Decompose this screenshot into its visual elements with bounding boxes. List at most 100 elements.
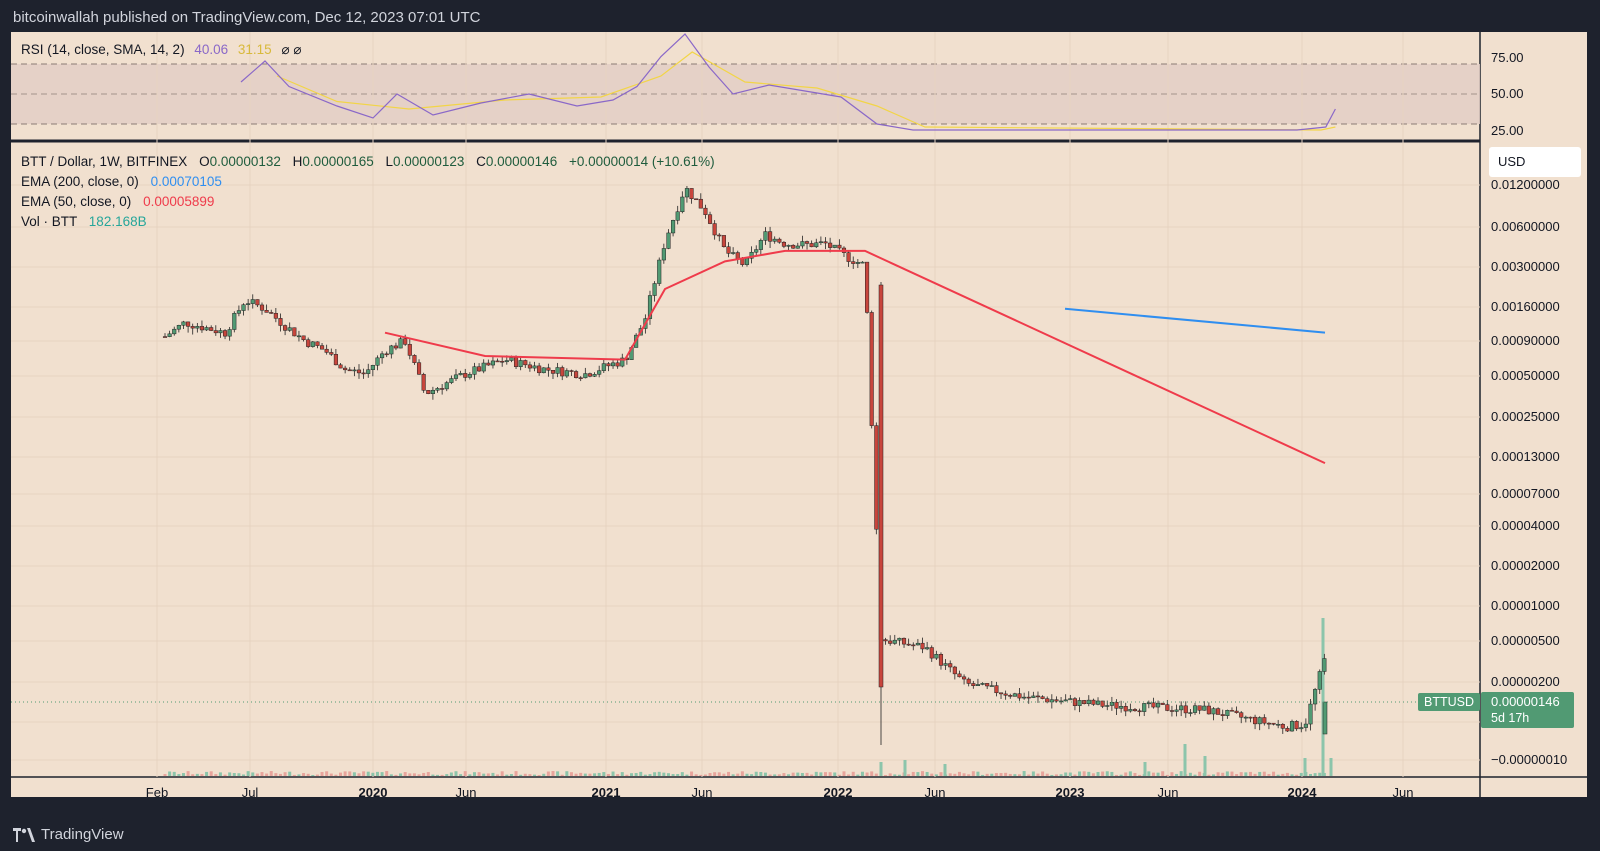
candle-body <box>1234 710 1239 713</box>
currency-selector[interactable]: USD <box>1489 147 1581 177</box>
candle-body <box>186 321 191 327</box>
volume-bar <box>426 772 430 776</box>
candle-body <box>846 252 851 262</box>
volume-bar <box>1115 774 1119 776</box>
candle-body <box>278 318 283 326</box>
volume-bar <box>1073 774 1077 776</box>
candle-body <box>804 241 810 244</box>
volume-bar <box>842 771 846 776</box>
candle-body <box>463 373 468 378</box>
volume-bar <box>491 772 495 776</box>
candle-body <box>426 390 431 394</box>
volume-bar <box>690 771 694 776</box>
volume-bar <box>870 771 874 776</box>
candle-body <box>809 243 814 248</box>
candle-body <box>966 678 971 684</box>
candle-body <box>666 232 671 249</box>
candle-body <box>832 244 837 248</box>
price-tick-label: 0.00013000 <box>1491 449 1560 464</box>
volume-bar <box>699 774 703 776</box>
candle-body <box>754 249 759 253</box>
candle-body <box>615 362 620 367</box>
volume-bar <box>666 773 670 776</box>
time-tick-label: 2024 <box>1288 785 1318 800</box>
volume-bar <box>722 773 726 776</box>
candle-body <box>250 299 255 304</box>
candle-body <box>925 647 930 650</box>
volume-bar <box>560 774 564 776</box>
candle-body <box>560 367 565 377</box>
volume-bar <box>1244 772 1248 776</box>
candle-body <box>906 643 911 646</box>
candle-body <box>795 245 800 249</box>
volume-bar <box>172 771 176 776</box>
rsi-line <box>240 33 1336 131</box>
volume-bar <box>962 773 966 776</box>
candle-body <box>952 666 957 675</box>
volume-bar <box>177 774 181 776</box>
candle-body <box>610 362 616 367</box>
candle-body <box>758 240 763 250</box>
volume-bar <box>311 774 315 776</box>
volume-bar <box>708 773 712 776</box>
volume-bar <box>824 772 828 776</box>
volume-bar <box>1110 771 1114 776</box>
footer-brand[interactable]: TradingView <box>13 826 124 843</box>
candle-body <box>786 244 791 247</box>
volume-bar <box>260 772 264 776</box>
candle-body <box>707 214 713 224</box>
volume-bar <box>593 773 597 776</box>
volume-bar <box>269 771 273 776</box>
candle-body <box>574 371 579 378</box>
time-axis-ticks: Feb Jul 2020 Jun 2021 Jun 2022 Jun 2023 Jun 2024 Ju… <box>146 785 1414 800</box>
volume-bar <box>713 772 717 776</box>
candle-body <box>513 357 519 367</box>
volume-bar <box>1211 774 1215 776</box>
candle-body <box>888 640 893 644</box>
candle-body <box>287 327 292 331</box>
time-tick-label: Jun <box>925 785 946 800</box>
time-tick-label: 2022 <box>824 785 853 800</box>
volume-bar <box>837 774 841 776</box>
candle-body <box>241 304 246 311</box>
candle-body <box>1123 706 1128 712</box>
volume-bar <box>694 774 698 776</box>
volume-bar <box>930 773 934 776</box>
volume-bar <box>1285 772 1289 776</box>
candle-body <box>818 241 823 243</box>
volume-bar <box>1267 774 1271 776</box>
candle-body <box>352 369 357 372</box>
volume-bar <box>1221 772 1225 776</box>
candle-body <box>620 357 625 367</box>
candle-body <box>1220 714 1225 716</box>
candle-body <box>1308 703 1313 725</box>
volume-bar <box>1207 774 1211 776</box>
volume-bar <box>1045 773 1049 776</box>
candle-body <box>1160 702 1165 705</box>
rsi-sma-line <box>276 51 1336 131</box>
volume-bar <box>800 772 804 776</box>
volume-bar <box>1239 772 1243 776</box>
candle-body <box>1322 658 1327 672</box>
volume-bar <box>163 774 167 776</box>
candle-body <box>901 637 907 645</box>
candle-body <box>1132 709 1138 712</box>
volume-bar <box>1101 771 1105 776</box>
candle-body <box>370 365 375 370</box>
ohlc-high-value: 0.00000165 <box>302 154 373 169</box>
volume-bar <box>620 772 624 776</box>
candle-body <box>324 348 329 353</box>
candle-body <box>172 328 177 335</box>
candle-body <box>1128 709 1133 712</box>
volume-bar <box>1170 772 1174 776</box>
volume-bar <box>971 771 975 776</box>
volume-bar <box>200 774 204 776</box>
volume-bar <box>860 771 864 776</box>
ohlc-close-value: 0.00000146 <box>486 154 557 169</box>
volume-bar <box>967 774 971 776</box>
candle-body <box>1197 705 1202 711</box>
rsi-tick-label: 75.00 <box>1491 50 1524 65</box>
volume-bar <box>352 772 356 776</box>
change-value: +0.00000014 (+10.61%) <box>569 154 715 169</box>
